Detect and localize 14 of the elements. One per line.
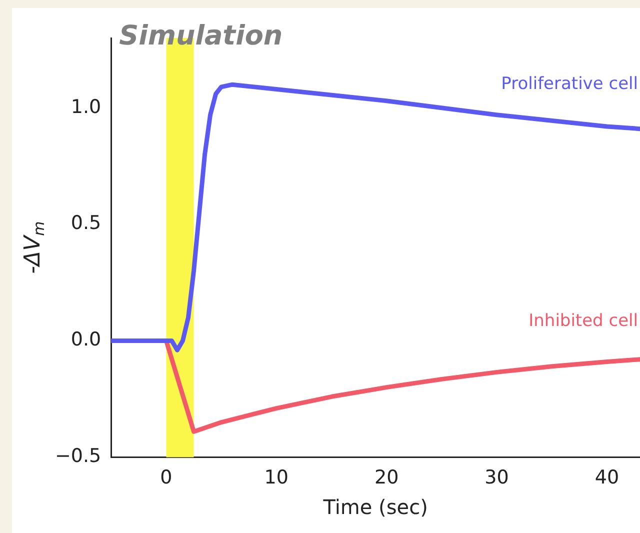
chart-title: Simulation xyxy=(119,20,283,52)
x-tick-label: 30 xyxy=(484,466,509,489)
y-tick-label: −0.5 xyxy=(54,445,102,468)
x-tick-label: 20 xyxy=(374,466,399,489)
y-tick-label: 0.5 xyxy=(70,212,102,234)
series-label: Inhibited cell xyxy=(528,310,638,331)
y-tick-label: 0.0 xyxy=(70,328,102,351)
x-tick-label: 40 xyxy=(594,466,620,489)
y-tick-label: 1.0 xyxy=(70,96,102,118)
series-label: Proliferative cell xyxy=(501,74,638,94)
x-tick-label: 0 xyxy=(160,466,172,489)
x-axis-title: Time (sec) xyxy=(322,495,428,520)
y-axis-title: -ΔVm xyxy=(20,221,48,274)
x-tick-label: 10 xyxy=(264,466,288,489)
